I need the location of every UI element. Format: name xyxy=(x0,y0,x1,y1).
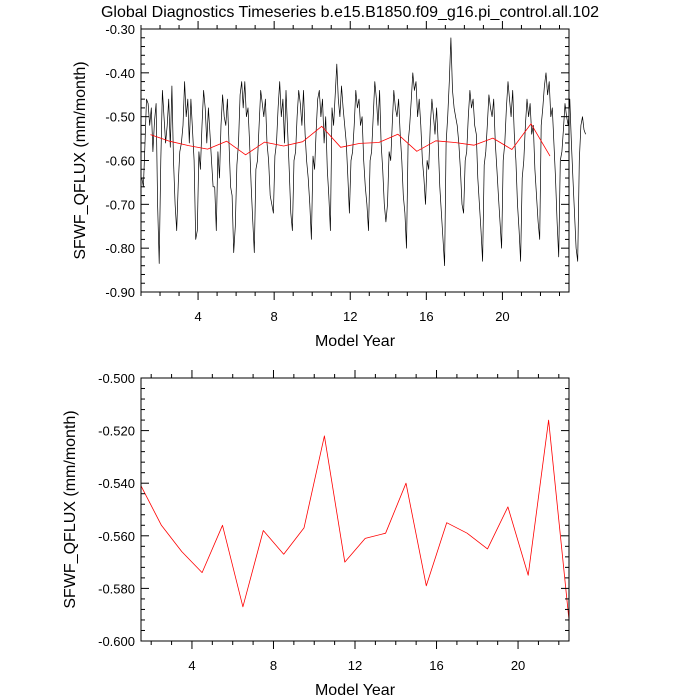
y-tick-label: -0.600 xyxy=(98,634,135,649)
y-axis-label: SFWF_QFLUX (mm/month) xyxy=(72,61,89,259)
plot-frame xyxy=(140,377,570,642)
y-tick-label: -0.560 xyxy=(98,529,135,544)
x-tick-label: 4 xyxy=(194,309,201,324)
x-tick-label: 16 xyxy=(429,658,443,673)
y-tick-label: -0.40 xyxy=(105,66,135,81)
x-tick-label: 20 xyxy=(495,309,509,324)
x-tick-label: 20 xyxy=(511,658,525,673)
x-tick-label: 12 xyxy=(348,658,362,673)
y-tick-label: -0.60 xyxy=(105,154,135,169)
series-line-annual xyxy=(150,123,551,157)
y-tick-label: -0.540 xyxy=(98,476,135,491)
series-line-monthly xyxy=(141,37,586,267)
y-tick-label: -0.50 xyxy=(105,110,135,125)
y-axis-label: SFWF_QFLUX (mm/month) xyxy=(62,410,79,608)
x-tick-label: 16 xyxy=(419,309,433,324)
y-tick-label: -0.70 xyxy=(105,197,135,212)
x-tick-label: 8 xyxy=(271,309,278,324)
x-axis-label: Model Year xyxy=(315,682,396,699)
x-tick-label: 4 xyxy=(188,658,195,673)
y-tick-label: -0.30 xyxy=(105,22,135,37)
figure-title: Global Diagnostics Timeseries b.e15.B185… xyxy=(101,4,599,21)
y-tick-label: -0.90 xyxy=(105,285,135,300)
bottom-panel: -0.600 -0.580 -0.560 -0.540 -0.520 -0.500 4 8 12… xyxy=(62,370,570,699)
top-panel: -0.90 -0.80 -0.70 -0.60 -0.50 -0.40 -0.30 4 8 12 1… xyxy=(72,21,586,350)
x-tick-label: 12 xyxy=(343,309,357,324)
plot-frame xyxy=(140,28,570,293)
y-tick-label: -0.520 xyxy=(98,424,135,439)
y-tick-label: -0.580 xyxy=(98,581,135,596)
x-tick-label: 8 xyxy=(270,658,277,673)
series-line-annual xyxy=(140,419,570,621)
y-tick-label: -0.500 xyxy=(98,371,135,386)
y-tick-label: -0.80 xyxy=(105,241,135,256)
x-axis-label: Model Year xyxy=(315,333,396,350)
